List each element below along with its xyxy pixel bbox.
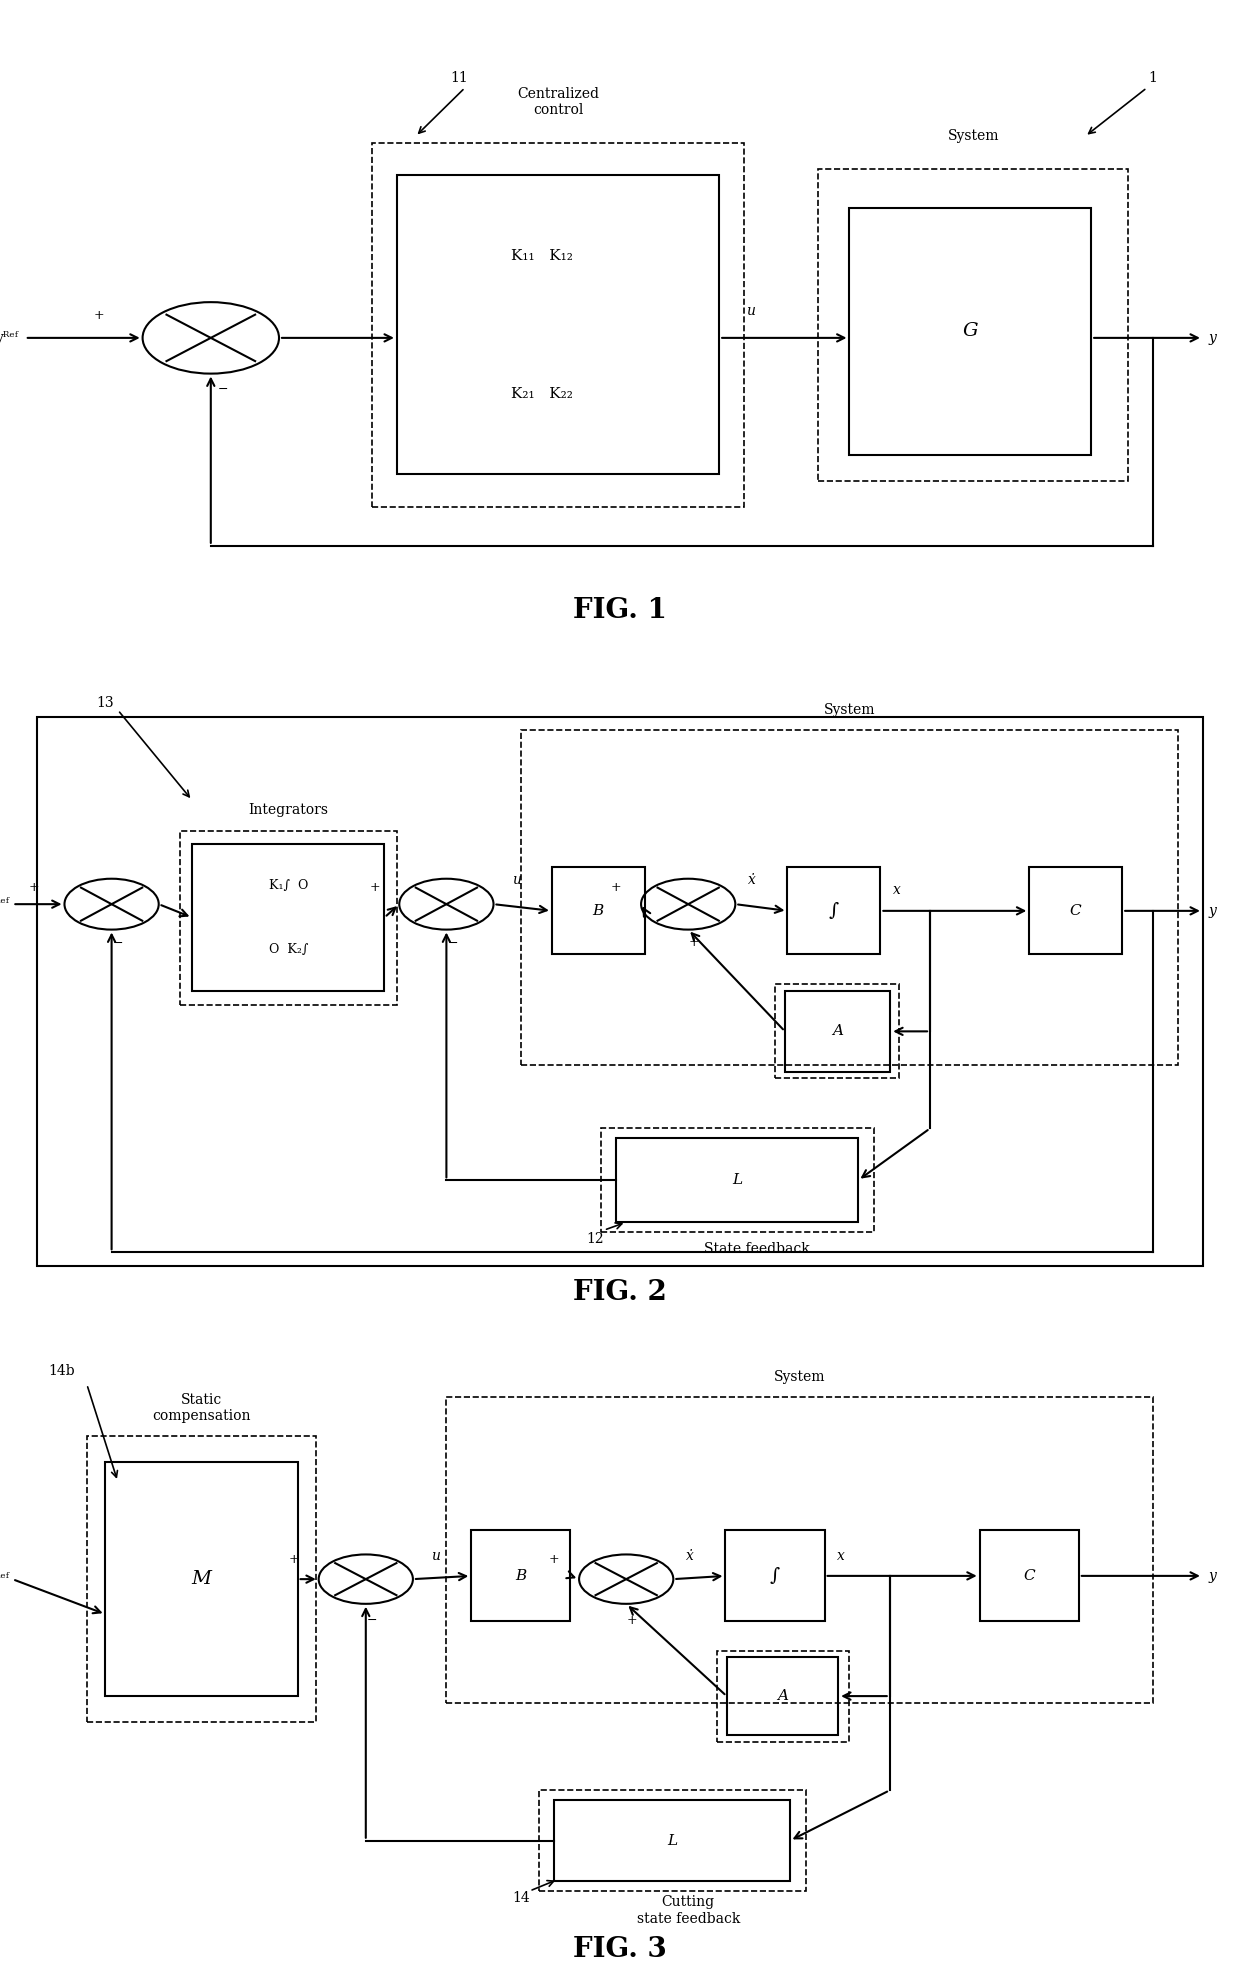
Text: u: u: [432, 1550, 440, 1563]
Text: Static
compensation: Static compensation: [153, 1392, 250, 1424]
Text: ẋ: ẋ: [748, 874, 755, 888]
Text: 1: 1: [1148, 71, 1158, 85]
Text: System: System: [823, 703, 875, 717]
Text: FIG. 1: FIG. 1: [573, 597, 667, 624]
Text: State feedback: State feedback: [703, 1242, 810, 1256]
Text: 11: 11: [450, 71, 467, 85]
Bar: [818, 169, 1128, 480]
Text: +: +: [94, 309, 104, 321]
Text: y: y: [1209, 1569, 1216, 1583]
Bar: [775, 984, 899, 1079]
Text: +: +: [289, 1554, 299, 1565]
Bar: [725, 1530, 825, 1620]
Text: ∫: ∫: [828, 902, 839, 920]
Bar: [727, 1658, 838, 1735]
Text: yᴿᵉᶠ: yᴿᵉᶠ: [0, 331, 19, 345]
Text: +: +: [29, 880, 38, 894]
Text: y: y: [1209, 331, 1216, 345]
Bar: [446, 1398, 1153, 1703]
Bar: [849, 209, 1091, 455]
Text: Cutting
state feedback: Cutting state feedback: [636, 1896, 740, 1926]
Bar: [37, 717, 1203, 1266]
Text: FIG. 3: FIG. 3: [573, 1936, 667, 1963]
Text: ∫: ∫: [770, 1567, 780, 1585]
Bar: [717, 1650, 849, 1741]
Text: 12: 12: [587, 1233, 604, 1246]
Bar: [601, 1128, 874, 1233]
Text: Centralized
control: Centralized control: [517, 87, 599, 116]
Bar: [1029, 866, 1122, 955]
Text: Integrators: Integrators: [248, 803, 329, 817]
Text: A: A: [832, 1024, 843, 1038]
Text: −: −: [113, 937, 123, 949]
Text: System: System: [947, 128, 999, 144]
Bar: [87, 1435, 316, 1723]
Bar: [980, 1530, 1079, 1620]
Bar: [785, 990, 890, 1071]
Text: −: −: [218, 384, 228, 396]
Text: 14b: 14b: [48, 1365, 76, 1378]
Bar: [539, 1790, 806, 1890]
Bar: [554, 1800, 790, 1880]
Text: y: y: [1209, 904, 1216, 918]
Text: yᴿᵉᶠ: yᴿᵉᶠ: [0, 898, 10, 912]
Text: B: B: [593, 904, 604, 918]
Bar: [105, 1463, 298, 1695]
Text: u: u: [512, 874, 521, 888]
Text: yᴿᵉᶠ: yᴿᵉᶠ: [0, 1571, 10, 1587]
Text: x: x: [837, 1550, 844, 1563]
Bar: [471, 1530, 570, 1620]
Text: O  K₂∫: O K₂∫: [269, 943, 308, 957]
Text: +: +: [611, 880, 621, 894]
Text: B: B: [515, 1569, 527, 1583]
Text: L: L: [667, 1833, 677, 1847]
Bar: [787, 866, 880, 955]
Bar: [372, 144, 744, 506]
Text: C: C: [1070, 904, 1081, 918]
Bar: [180, 831, 397, 1004]
Text: K₂₁   K₂₂: K₂₁ K₂₂: [511, 386, 573, 400]
Text: FIG. 2: FIG. 2: [573, 1278, 667, 1305]
Text: C: C: [1023, 1569, 1035, 1583]
Text: x: x: [893, 884, 900, 898]
Text: K₁₁   K₁₂: K₁₁ K₁₂: [511, 250, 573, 264]
Text: −: −: [367, 1613, 377, 1626]
Text: 14: 14: [512, 1890, 529, 1904]
Text: G: G: [962, 323, 978, 341]
Text: ẋ: ẋ: [686, 1550, 693, 1563]
Text: M: M: [191, 1569, 212, 1589]
Text: +: +: [689, 937, 699, 949]
Text: u: u: [745, 305, 755, 319]
Text: +: +: [370, 880, 379, 894]
Bar: [521, 730, 1178, 1065]
Text: System: System: [774, 1370, 826, 1384]
Text: −: −: [448, 937, 458, 949]
Bar: [192, 845, 384, 990]
Bar: [397, 175, 719, 475]
Bar: [616, 1138, 858, 1223]
Text: +: +: [549, 1554, 559, 1565]
Text: K₁∫  O: K₁∫ O: [269, 878, 308, 892]
Text: 13: 13: [97, 697, 114, 711]
Bar: [552, 866, 645, 955]
Text: +: +: [627, 1613, 637, 1626]
Text: A: A: [777, 1689, 787, 1703]
Text: L: L: [732, 1174, 743, 1187]
